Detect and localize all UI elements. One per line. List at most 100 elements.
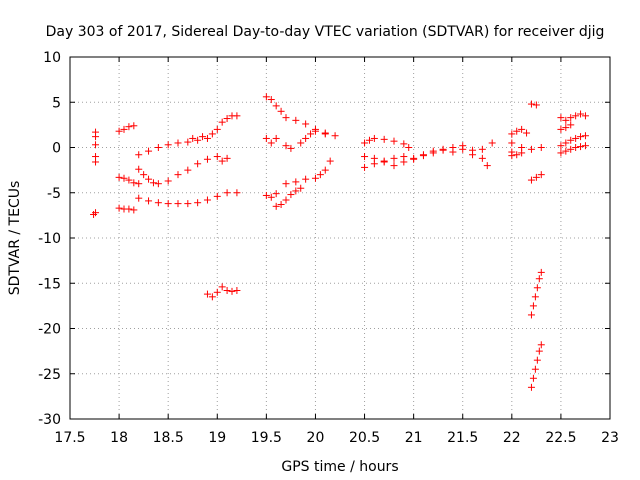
data-point <box>92 158 99 165</box>
data-point <box>322 167 329 174</box>
x-tick-label: 20 <box>307 430 325 446</box>
data-point <box>125 206 132 213</box>
y-tick-label: -20 <box>38 322 61 338</box>
x-tick-label: 19.5 <box>251 430 282 446</box>
data-point <box>278 108 285 115</box>
y-tick-label: -25 <box>38 367 61 383</box>
data-point <box>577 133 584 140</box>
data-point <box>233 189 240 196</box>
data-point <box>199 133 206 140</box>
data-point <box>292 117 299 124</box>
data-point <box>184 167 191 174</box>
data-point <box>150 179 157 186</box>
data-point <box>536 275 543 282</box>
data-point <box>449 149 456 156</box>
data-point <box>479 155 486 162</box>
data-point <box>391 155 398 162</box>
data-point <box>135 195 142 202</box>
data-point <box>155 199 162 206</box>
data-point <box>440 147 447 154</box>
x-axis-label: GPS time / hours <box>281 459 398 475</box>
data-point <box>145 197 152 204</box>
data-point <box>175 171 182 178</box>
data-point <box>130 122 137 129</box>
data-point <box>582 112 589 119</box>
data-point <box>194 137 201 144</box>
data-point <box>165 177 172 184</box>
data-point <box>263 135 270 142</box>
data-point <box>518 126 525 133</box>
data-point <box>229 288 236 295</box>
x-tick-label: 23 <box>601 430 619 446</box>
data-point <box>130 206 137 213</box>
data-point <box>567 146 574 153</box>
data-point <box>528 311 535 318</box>
data-point <box>572 112 579 119</box>
data-point <box>538 144 545 151</box>
x-tick-label: 19 <box>208 430 226 446</box>
data-point <box>538 341 545 348</box>
data-point <box>562 148 569 155</box>
data-point <box>214 289 221 296</box>
data-point <box>532 293 539 300</box>
data-point <box>283 196 290 203</box>
data-point <box>283 114 290 121</box>
y-tick-label: 10 <box>43 50 61 66</box>
data-point <box>508 152 515 159</box>
data-point <box>278 201 285 208</box>
data-point <box>209 130 216 137</box>
data-point <box>530 302 537 309</box>
data-point <box>189 135 196 142</box>
data-point <box>508 139 515 146</box>
x-tick-label: 18.5 <box>153 430 184 446</box>
data-point <box>489 139 496 146</box>
data-point <box>528 101 535 108</box>
data-point <box>528 146 535 153</box>
data-point <box>116 205 123 212</box>
data-point <box>572 135 579 142</box>
data-point <box>532 366 539 373</box>
data-point <box>572 144 579 151</box>
data-point <box>175 139 182 146</box>
data-point <box>302 120 309 127</box>
data-point <box>430 149 437 156</box>
data-point <box>219 283 226 290</box>
data-point <box>233 287 240 294</box>
data-point <box>233 112 240 119</box>
data-point <box>361 153 368 160</box>
data-point <box>184 200 191 207</box>
data-point <box>361 164 368 171</box>
data-point <box>224 189 231 196</box>
data-point <box>175 200 182 207</box>
data-point <box>135 151 142 158</box>
data-point <box>214 153 221 160</box>
data-point <box>400 153 407 160</box>
y-tick-label: -5 <box>47 186 61 202</box>
data-point <box>327 158 334 165</box>
x-tick-label: 18 <box>110 430 128 446</box>
y-tick-label: 5 <box>52 95 61 111</box>
data-point <box>145 176 152 183</box>
data-point <box>140 171 147 178</box>
data-point <box>420 152 427 159</box>
y-tick-label: -30 <box>38 412 61 428</box>
data-point <box>534 284 541 291</box>
data-point <box>557 126 564 133</box>
data-point <box>283 180 290 187</box>
data-point <box>381 136 388 143</box>
data-point <box>528 384 535 391</box>
data-point <box>194 160 201 167</box>
data-point <box>116 174 123 181</box>
data-point <box>121 175 128 182</box>
data-point <box>204 135 211 142</box>
data-point <box>322 130 329 137</box>
data-point <box>116 128 123 135</box>
data-point <box>204 156 211 163</box>
data-point <box>534 357 541 364</box>
x-tick-label: 20.5 <box>349 430 380 446</box>
data-point <box>391 162 398 169</box>
data-point <box>371 160 378 167</box>
data-point <box>273 102 280 109</box>
data-point <box>317 171 324 178</box>
y-tick-label: 0 <box>52 141 61 157</box>
